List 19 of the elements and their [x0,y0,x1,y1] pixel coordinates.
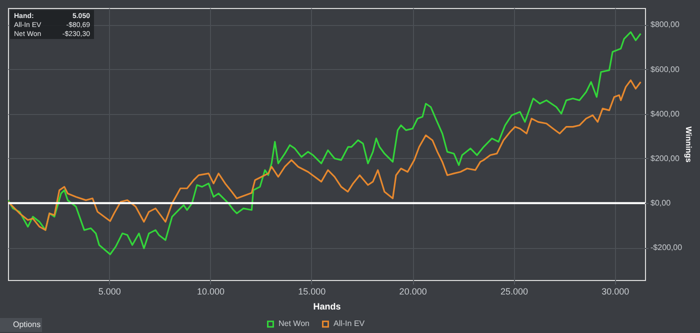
x-tick-label: 10.000 [197,286,225,296]
y-tick-label: $600,00 [650,64,680,74]
x-tick-label: 25.000 [500,286,528,296]
legend-label: Net Won [278,319,310,328]
legend-label: All-In EV [334,319,366,328]
x-tick-label: 15.000 [298,286,326,296]
y-tick-label: $0,00 [650,198,672,208]
x-tick-label: 20.000 [399,286,427,296]
y-tick-label: -$200,00 [650,243,683,252]
line-series [8,31,642,256]
y-tick-label: $200,00 [650,154,680,163]
y-axis-title: Winnings [684,126,694,164]
y-tick-label: $800,00 [650,20,680,30]
x-tick-label: 30.000 [602,286,630,296]
x-tick-label: 5.000 [98,286,121,296]
y-tick-label: $400,00 [650,109,680,118]
line-series [8,79,642,231]
x-axis-title: Hands [313,302,341,312]
text: Options [13,320,41,329]
